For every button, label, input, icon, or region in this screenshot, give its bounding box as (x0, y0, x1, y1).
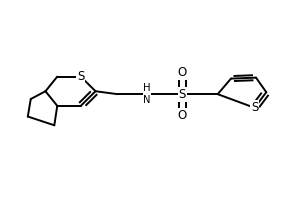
Text: S: S (251, 101, 258, 114)
Text: S: S (77, 70, 85, 83)
Text: O: O (178, 109, 187, 122)
Text: S: S (179, 88, 186, 101)
Text: O: O (178, 66, 187, 79)
Text: H
N: H N (143, 83, 151, 105)
